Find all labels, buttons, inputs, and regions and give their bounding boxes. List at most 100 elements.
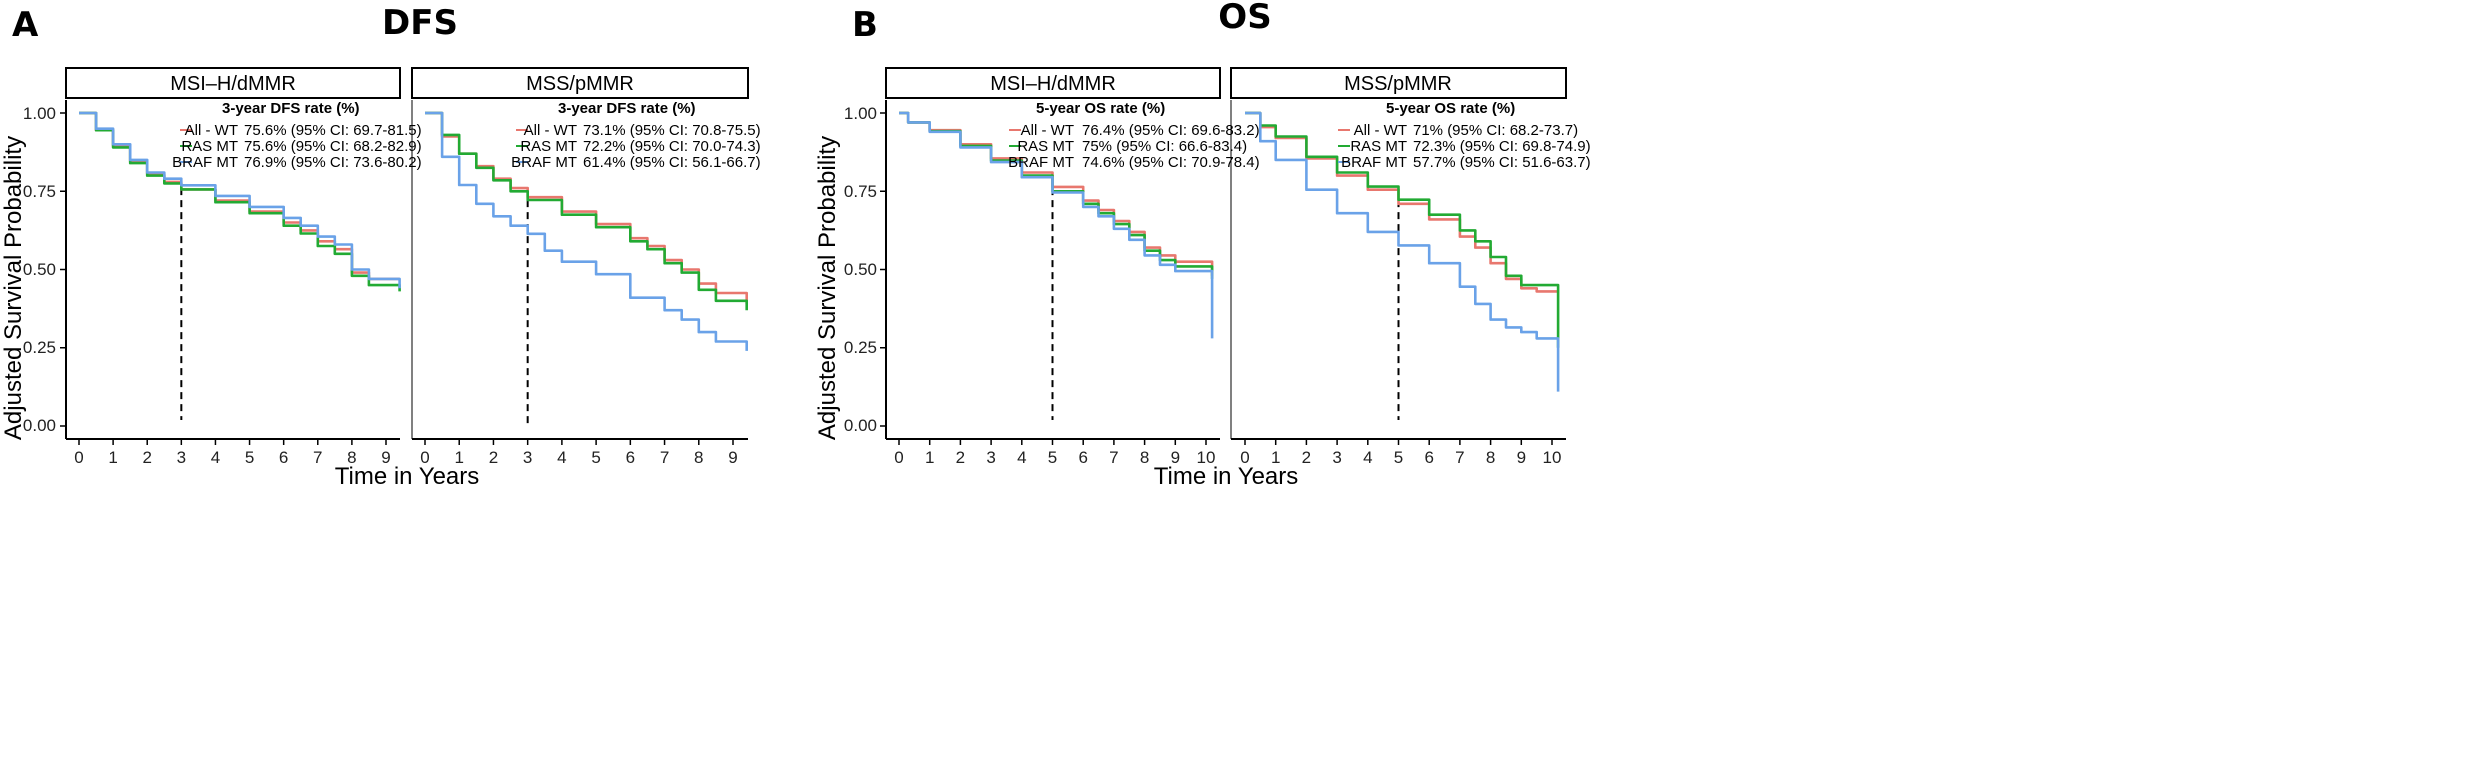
survival-curve-braf-mt xyxy=(1245,111,1560,392)
survival-curve-ras-mt xyxy=(425,111,748,311)
legend-name: All - WT xyxy=(1021,122,1074,139)
panel-a-facet2-strip-label: MSS/pMMR xyxy=(526,73,634,95)
survival-curve-braf-mt xyxy=(79,111,401,289)
x-tick-label: 5 xyxy=(245,448,254,467)
panel-a-y-axis-title: Adjusted Survival Probability xyxy=(0,136,27,440)
x-tick-label: 10 xyxy=(1543,448,1562,467)
survival-curve-braf-mt xyxy=(425,111,748,351)
panel-a-facet1-strip xyxy=(65,67,401,99)
legend-text: 57.7% (95% CI: 51.6-63.7) xyxy=(1413,154,1591,171)
x-tick-label: 5 xyxy=(1048,448,1057,467)
x-tick-label: 0 xyxy=(894,448,903,467)
panel-b-y-ticks: 1.00 0.75 0.50 0.25 0.00 xyxy=(844,104,877,435)
x-tick-label: 3 xyxy=(523,448,532,467)
legend-name: RAS MT xyxy=(181,138,238,155)
legend-name: RAS MT xyxy=(1350,138,1407,155)
survival-curve-ras-mt xyxy=(1245,111,1560,348)
panel-a-title: DFS xyxy=(382,3,458,43)
x-tick-label: 7 xyxy=(1455,448,1464,467)
x-tick-label: 7 xyxy=(660,448,669,467)
legend-name: All - WT xyxy=(524,122,577,139)
legend-text: 74.6% (95% CI: 70.9-78.4) xyxy=(1082,154,1260,171)
x-tick-label: 9 xyxy=(1517,448,1526,467)
panel-b-facet2-legend: 5-year OS rate (%) All - WT 71% (95% CI:… xyxy=(1338,100,1591,171)
x-tick-label: 4 xyxy=(211,448,220,467)
legend-title: 3-year DFS rate (%) xyxy=(222,100,360,117)
panel-a-y-ticks: 1.00 0.75 0.50 0.25 0.00 xyxy=(23,104,56,435)
legend-text: 73.1% (95% CI: 70.8-75.5) xyxy=(583,122,761,139)
x-tick-label: 1 xyxy=(925,448,934,467)
x-tick-label: 8 xyxy=(1486,448,1495,467)
x-tick-label: 9 xyxy=(1171,448,1180,467)
panel-a-facet2-strip xyxy=(411,67,749,99)
x-tick-label: 3 xyxy=(986,448,995,467)
survival-curve-braf-mt xyxy=(899,111,1214,339)
panel-a-facet2-legend: 3-year DFS rate (%) All - WT 73.1% (95% … xyxy=(511,100,760,171)
panel-b-facet2-strip xyxy=(1230,67,1567,99)
panel-b-x-axis-title: Time in Years xyxy=(1154,463,1299,490)
x-tick-label: 3 xyxy=(1332,448,1341,467)
y-tick-label: 0.00 xyxy=(844,416,877,435)
x-tick-label: 4 xyxy=(1017,448,1026,467)
x-tick-label: 0 xyxy=(420,448,429,467)
x-tick-label: 2 xyxy=(489,448,498,467)
y-tick-label: 0.25 xyxy=(23,338,56,357)
legend-text: 61.4% (95% CI: 56.1-66.7) xyxy=(583,154,761,171)
panel-letter-b: B xyxy=(852,5,878,45)
y-tick-label: 1.00 xyxy=(23,104,56,123)
panel-a-facet1-plot: 0 1 2 3 4 5 6 7 8 9 xyxy=(60,100,401,467)
legend-text: 75.6% (95% CI: 68.2-82.9) xyxy=(244,138,422,155)
x-tick-label: 9 xyxy=(728,448,737,467)
y-tick-label: 0.50 xyxy=(23,260,56,279)
x-tick-label: 2 xyxy=(142,448,151,467)
legend-name: All - WT xyxy=(185,122,238,139)
x-tick-label: 7 xyxy=(313,448,322,467)
x-tick-label: 8 xyxy=(694,448,703,467)
x-tick-label: 7 xyxy=(1109,448,1118,467)
x-tick-label: 1 xyxy=(1271,448,1280,467)
x-tick-label: 9 xyxy=(381,448,390,467)
panel-b: B OS Adjusted Survival Probability Time … xyxy=(814,0,1591,490)
legend-name: All - WT xyxy=(1354,122,1407,139)
y-tick-label: 0.25 xyxy=(844,338,877,357)
legend-text: 72.3% (95% CI: 69.8-74.9) xyxy=(1413,138,1591,155)
panel-a: A DFS Adjusted Survival Probability Time… xyxy=(0,3,761,490)
panel-b-facet2-plot: 0 1 2 3 4 5 6 7 8 9 10 xyxy=(1230,100,1566,467)
legend-text: 76.4% (95% CI: 69.6-83.2) xyxy=(1082,122,1260,139)
legend-name: BRAF MT xyxy=(1008,154,1074,171)
panel-a-facet2-plot: 0 1 2 3 4 5 6 7 8 9 xyxy=(411,100,748,467)
y-tick-label: 1.00 xyxy=(844,104,877,123)
legend-text: 75.6% (95% CI: 69.7-81.5) xyxy=(244,122,422,139)
legend-name: RAS MT xyxy=(520,138,577,155)
legend-text: 71% (95% CI: 68.2-73.7) xyxy=(1413,122,1578,139)
legend-text: 76.9% (95% CI: 73.6-80.2) xyxy=(244,154,422,171)
x-tick-label: 8 xyxy=(347,448,356,467)
x-tick-label: 3 xyxy=(177,448,186,467)
x-tick-label: 4 xyxy=(557,448,566,467)
panel-a-facet1-legend: 3-year DFS rate (%) All - WT 75.6% (95% … xyxy=(172,100,421,171)
x-tick-label: 5 xyxy=(591,448,600,467)
panel-letter-a: A xyxy=(12,5,39,45)
x-tick-label: 8 xyxy=(1140,448,1149,467)
legend-name: BRAF MT xyxy=(511,154,577,171)
legend-text: 72.2% (95% CI: 70.0-74.3) xyxy=(583,138,761,155)
panel-b-facet1-plot: 0 1 2 3 4 5 6 7 8 9 10 xyxy=(880,100,1220,467)
panel-b-facet1-strip xyxy=(885,67,1221,99)
x-tick-label: 0 xyxy=(1240,448,1249,467)
panel-a-facet1-strip-label: MSI–H/dMMR xyxy=(170,73,296,95)
survival-curve-all-wt xyxy=(79,111,400,281)
y-tick-label: 0.75 xyxy=(844,182,877,201)
x-tick-label: 5 xyxy=(1394,448,1403,467)
x-tick-label: 2 xyxy=(956,448,965,467)
y-tick-label: 0.50 xyxy=(844,260,877,279)
panel-b-y-axis-title: Adjusted Survival Probability xyxy=(814,136,841,440)
legend-title: 5-year OS rate (%) xyxy=(1036,100,1165,117)
panel-b-facet1-legend: 5-year OS rate (%) All - WT 76.4% (95% C… xyxy=(1008,100,1259,171)
x-tick-label: 0 xyxy=(74,448,83,467)
panel-b-title: OS xyxy=(1218,0,1271,37)
legend-name: RAS MT xyxy=(1017,138,1074,155)
panel-b-facet2-strip-label: MSS/pMMR xyxy=(1344,73,1452,95)
x-tick-label: 6 xyxy=(279,448,288,467)
x-tick-label: 6 xyxy=(626,448,635,467)
